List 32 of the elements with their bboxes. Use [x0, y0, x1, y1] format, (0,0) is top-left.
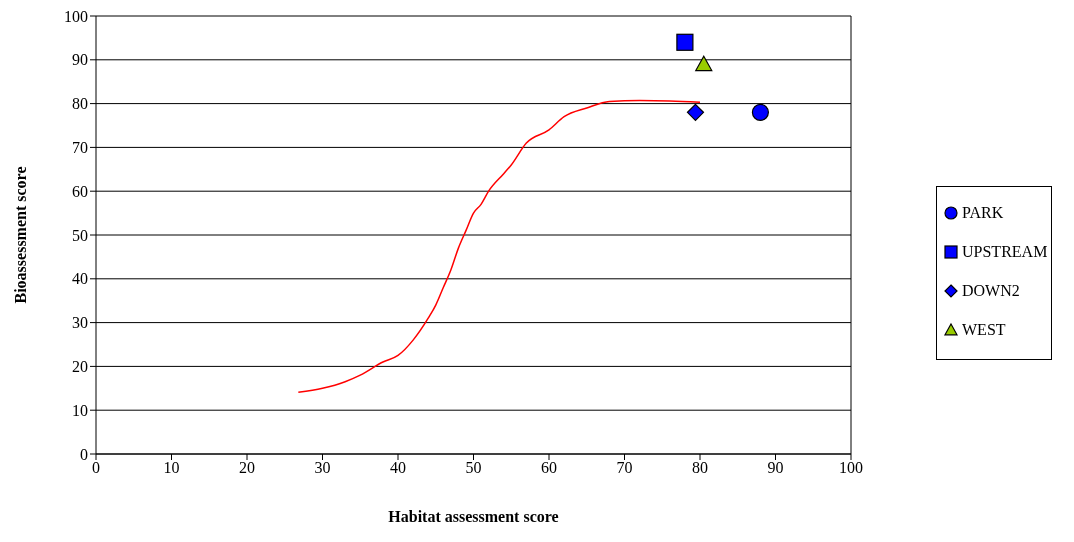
- point: [686, 103, 705, 121]
- x-tick-label: 80: [692, 459, 708, 477]
- x-tick-label: 60: [541, 459, 557, 477]
- y-tick-label: 40: [72, 270, 88, 288]
- x-tick-label: 50: [465, 459, 482, 477]
- y-tick-label: 20: [72, 358, 88, 376]
- x-tick-label: 90: [767, 459, 784, 477]
- legend-label: UPSTREAM: [962, 242, 1048, 261]
- y-tick-label: 50: [72, 226, 88, 244]
- x-axis-title: Habitat assessment score: [388, 508, 559, 525]
- legend-label: WEST: [962, 320, 1006, 339]
- y-tick-label: 80: [72, 95, 88, 113]
- x-tick-label: 20: [239, 459, 255, 477]
- y-tick-label: 10: [72, 401, 88, 419]
- y-axis-title: Bioassessment score: [11, 166, 29, 304]
- point: [751, 103, 769, 121]
- x-tick-label: 100: [839, 459, 863, 477]
- y-tick-label: 30: [72, 314, 88, 332]
- y-tick-label: 100: [64, 7, 88, 25]
- x-tick-label: 30: [314, 459, 331, 477]
- legend-label: PARK: [962, 203, 1004, 222]
- legend-label: DOWN2: [962, 281, 1020, 300]
- y-tick-label: 70: [72, 139, 88, 157]
- point: [695, 55, 713, 72]
- y-tick-label: 60: [72, 182, 88, 200]
- x-tick-label: 0: [92, 459, 100, 477]
- y-tick-label: 0: [80, 445, 88, 463]
- x-tick-label: 10: [163, 459, 180, 477]
- y-tick-label: 90: [72, 51, 88, 69]
- x-tick-label: 40: [390, 459, 406, 477]
- point: [676, 33, 694, 51]
- x-tick-label: 70: [616, 459, 633, 477]
